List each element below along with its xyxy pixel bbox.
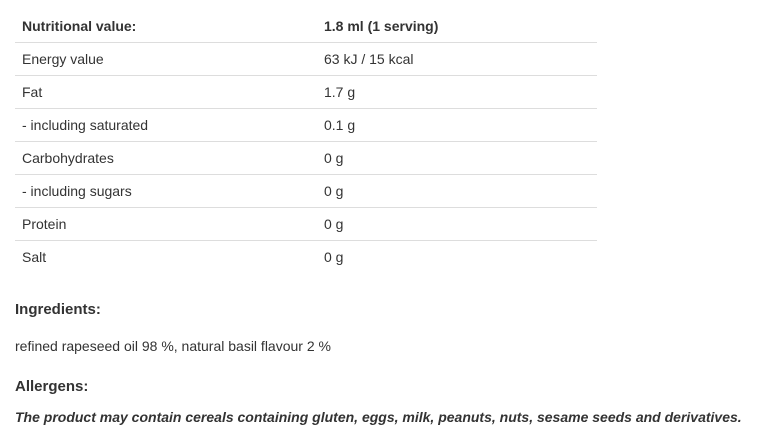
product-nutrition-section: Nutritional value: 1.8 ml (1 serving) En… [15, 10, 742, 425]
nutrient-value: 63 kJ / 15 kcal [317, 42, 597, 76]
nutrient-value: 0.1 g [317, 108, 597, 142]
table-row: Carbohydrates 0 g [15, 141, 597, 175]
nutrient-label: Salt [15, 240, 317, 273]
allergens-heading: Allergens: [15, 378, 89, 395]
table-row: - including saturated 0.1 g [15, 108, 597, 142]
nutrient-value: 0 g [317, 207, 597, 241]
ingredients-text: refined rapeseed oil 98 %, natural basil… [15, 338, 331, 354]
nutrient-value: 0 g [317, 174, 597, 208]
nutrient-label: - including saturated [15, 108, 317, 142]
nutrient-value: 1.7 g [317, 75, 597, 109]
nutrient-label: Carbohydrates [15, 141, 317, 175]
table-row: Protein 0 g [15, 207, 597, 241]
table-row: Fat 1.7 g [15, 75, 597, 109]
table-row: Energy value 63 kJ / 15 kcal [15, 42, 597, 76]
nutrient-label: Energy value [15, 42, 317, 76]
nutrient-value: 0 g [317, 141, 597, 175]
nutrient-label: - including sugars [15, 174, 317, 208]
nutrition-header-label: Nutritional value: [22, 18, 137, 34]
nutrient-value: 0 g [317, 240, 597, 273]
nutrition-table: Nutritional value: 1.8 ml (1 serving) En… [15, 10, 597, 273]
table-row: - including sugars 0 g [15, 174, 597, 208]
nutrition-table-header-row: Nutritional value: 1.8 ml (1 serving) [15, 10, 597, 43]
table-row: Salt 0 g [15, 240, 597, 273]
nutrition-header-value: 1.8 ml (1 serving) [324, 18, 439, 34]
allergens-text: The product may contain cereals containi… [15, 409, 742, 425]
nutrient-label: Protein [15, 207, 317, 241]
ingredients-heading: Ingredients: [15, 301, 101, 318]
nutrient-label: Fat [15, 75, 317, 109]
